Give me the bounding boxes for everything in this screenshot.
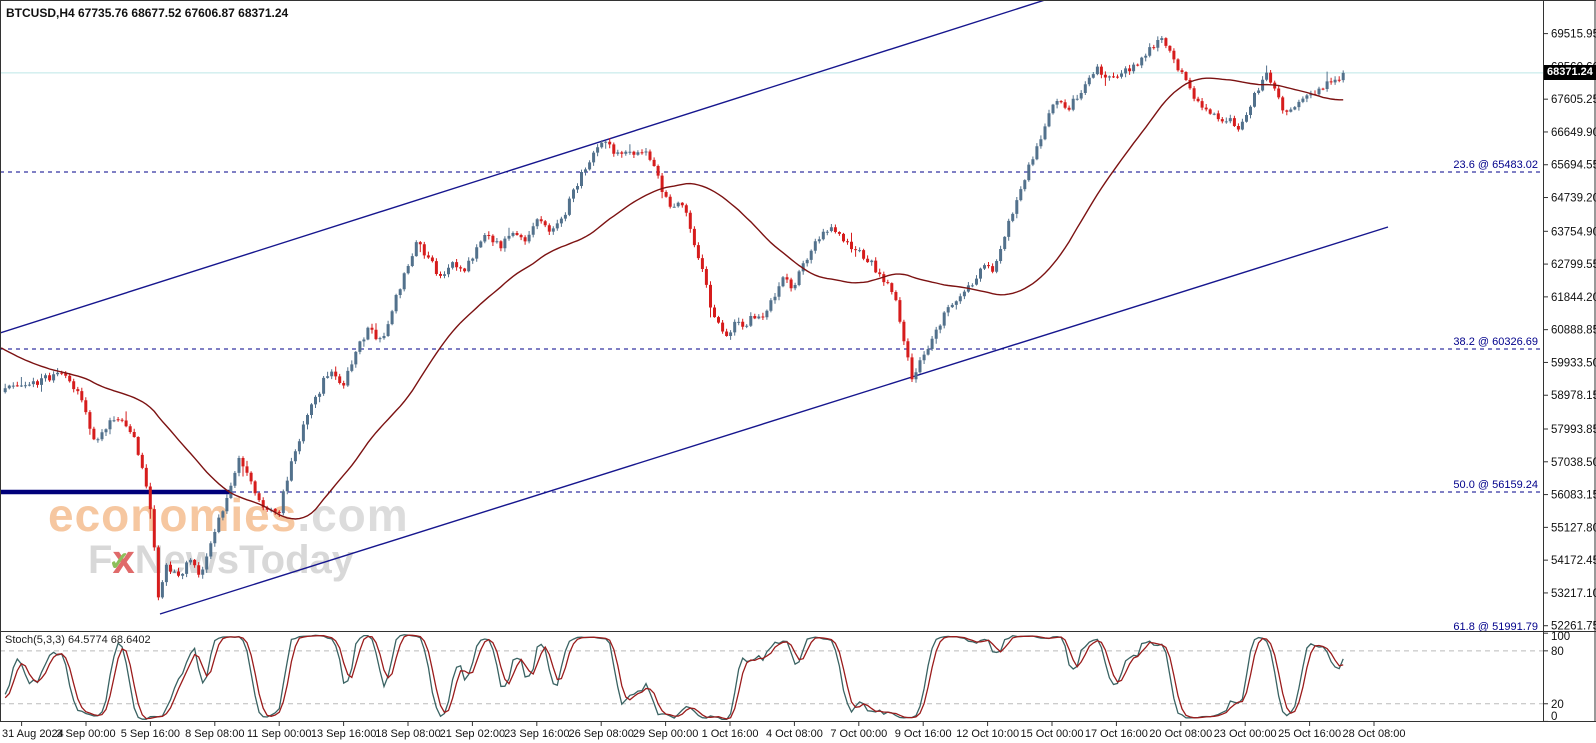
time-tick-label: 1 Oct 16:00 [702, 728, 759, 740]
price-tick-label: 65694.55 [1551, 160, 1596, 172]
watermark-brand-main: economies [48, 489, 298, 541]
price-tick-label: 52261.75 [1551, 621, 1596, 633]
time-tick-label: 28 Oct 08:00 [1343, 728, 1406, 740]
time-tick-label: 21 Sep 02:00 [440, 728, 505, 740]
time-tick-label: 7 Oct 00:00 [830, 728, 887, 740]
price-tick-label: 57993.85 [1551, 424, 1596, 436]
fib-label: 50.0 @ 56159.24 [1453, 479, 1538, 491]
time-tick-label: 11 Sep 00:00 [247, 728, 312, 740]
time-tick-label: 9 Oct 16:00 [895, 728, 952, 740]
time-tick-label: 3 Sep 00:00 [56, 728, 115, 740]
price-tick-label: 61844.20 [1551, 292, 1596, 304]
time-tick-label: 8 Sep 08:00 [185, 728, 244, 740]
price-tick-label: 54172.45 [1551, 555, 1596, 567]
bull-candle-bodies [3, 38, 1345, 598]
bear-candle-wicks [16, 37, 1340, 601]
price-tick-label: 62799.55 [1551, 259, 1596, 271]
fib-label: 23.6 @ 65483.02 [1453, 159, 1538, 171]
price-tick-label: 64739.20 [1551, 193, 1596, 205]
fx-logo-x-icon: x ✓ [108, 538, 135, 582]
symbol-ohlc-title: BTCUSD,H4 67735.76 68677.52 67606.87 683… [6, 6, 289, 20]
time-tick-label: 15 Oct 00:00 [1021, 728, 1084, 740]
time-tick-label: 23 Oct 00:00 [1214, 728, 1277, 740]
fib-label: 38.2 @ 60326.69 [1453, 336, 1538, 348]
time-tick-label: 5 Sep 16:00 [121, 728, 180, 740]
channel-upper[interactable] [0, 0, 1046, 334]
time-tick-label: 4 Oct 08:00 [766, 728, 823, 740]
watermark-brand: economies.com [48, 492, 409, 538]
price-tick-label: 66649.90 [1551, 127, 1596, 139]
moving-average-line[interactable] [0, 77, 1344, 520]
current-price-badge: 68371.24 [1544, 65, 1596, 81]
price-tick-label: 57038.50 [1551, 457, 1596, 469]
watermark-tagline-f: F [88, 538, 113, 582]
price-tick-label: 59933.50 [1551, 357, 1596, 369]
channel-lower[interactable] [159, 226, 1389, 615]
watermark: economies.com Fx ✓ NewsToday [48, 492, 409, 580]
time-tick-label: 17 Oct 16:00 [1085, 728, 1148, 740]
time-tick-label: 18 Sep 08:00 [375, 728, 440, 740]
time-tick-label: 26 Sep 08:00 [568, 728, 633, 740]
time-tick-label: 25 Oct 16:00 [1278, 728, 1341, 740]
stoch-tick-label: 0 [1551, 711, 1557, 723]
watermark-brand-suffix: .com [297, 489, 409, 541]
price-tick-label: 67605.25 [1551, 94, 1596, 106]
price-tick-label: 56083.15 [1551, 490, 1596, 502]
fx-logo-check-icon: ✓ [108, 546, 131, 576]
bull-candle-wicks [4, 36, 1344, 599]
bear-candle-bodies [15, 38, 1341, 598]
time-tick-label: 29 Sep 00:00 [633, 728, 698, 740]
stoch-main-line[interactable] [4, 634, 1344, 720]
price-tick-label: 60888.85 [1551, 325, 1596, 337]
stoch-signal-line[interactable] [4, 634, 1344, 720]
price-tick-label: 58978.15 [1551, 390, 1596, 402]
time-tick-label: 13 Sep 16:00 [311, 728, 376, 740]
stoch-tick-label: 100 [1551, 631, 1570, 643]
price-panel[interactable]: 23.6 @ 65483.02 38.2 @ 60326.69 50.0 @ 561… [0, 0, 1543, 633]
price-tick-label: 55127.80 [1551, 522, 1596, 534]
stoch-tick-label: 80 [1551, 646, 1564, 658]
fib-label: 61.8 @ 51991.79 [1453, 621, 1538, 633]
price-tick-label: 53217.10 [1551, 588, 1596, 600]
time-tick-label: 20 Oct 08:00 [1149, 728, 1212, 740]
stoch-tick-label: 20 [1551, 699, 1564, 711]
watermark-tagline-rest: NewsToday [134, 538, 355, 582]
time-tick-label: 12 Oct 10:00 [956, 728, 1019, 740]
price-tick-label: 63754.90 [1551, 226, 1596, 238]
stoch-panel[interactable] [0, 634, 1543, 720]
time-tick-label: 23 Sep 16:00 [504, 728, 569, 740]
price-tick-label: 69515.95 [1551, 29, 1596, 41]
stochastic-indicator-label: Stoch(5,3,3) 64.5774 68.6402 [5, 634, 151, 646]
watermark-tagline: Fx ✓ NewsToday [88, 540, 409, 580]
time-tick-label: 31 Aug 2024 [2, 728, 64, 740]
